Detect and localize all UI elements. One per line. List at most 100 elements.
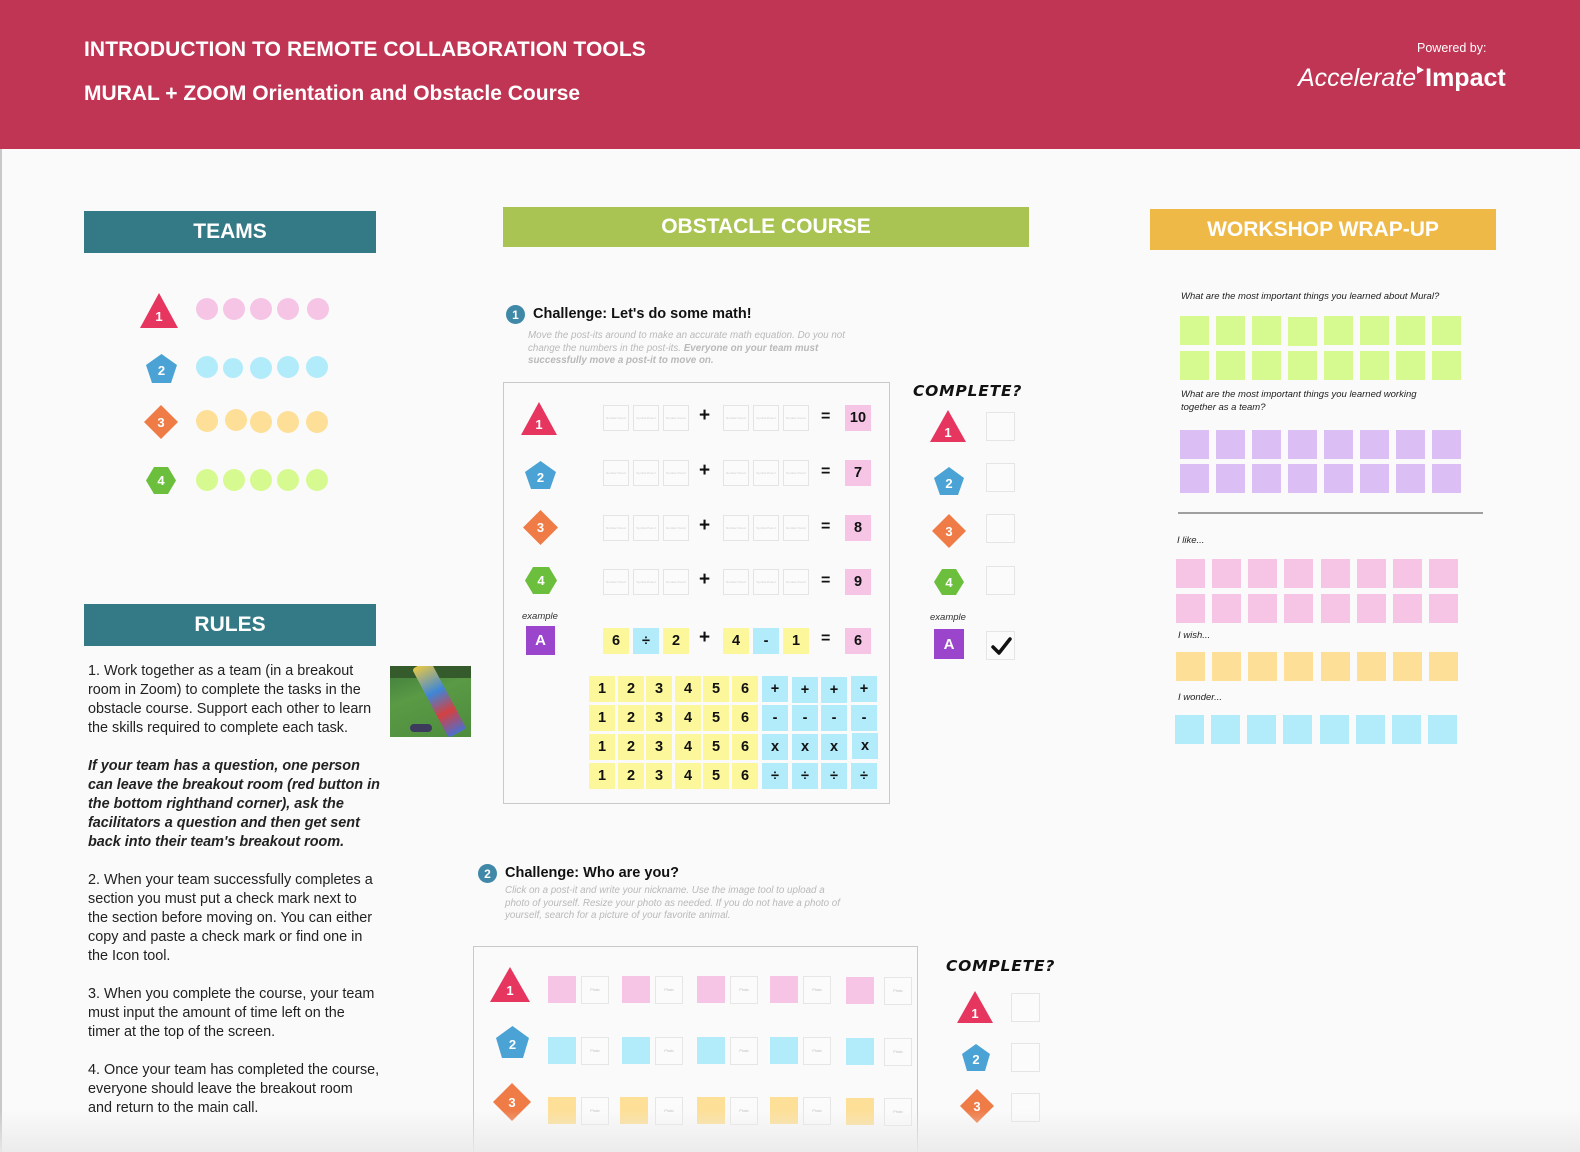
symbol-postit[interactable]: x — [762, 734, 788, 760]
number-postit[interactable]: 6 — [732, 676, 758, 702]
sticky-note[interactable] — [1180, 430, 1209, 459]
photo-placeholder[interactable]: Photo — [730, 1097, 758, 1125]
number-postit-placeholder[interactable]: Number Post-it — [603, 405, 629, 431]
symbol-postit[interactable]: ÷ — [792, 763, 818, 789]
sticky-note[interactable] — [1180, 316, 1209, 345]
photo-placeholder[interactable]: Photo — [803, 976, 831, 1004]
sticky-note[interactable] — [1212, 559, 1241, 588]
team-member-dot[interactable] — [196, 410, 218, 432]
sticky-note[interactable] — [1360, 430, 1389, 459]
number-postit[interactable]: 5 — [703, 763, 729, 789]
symbol-postit[interactable]: + — [821, 677, 847, 703]
sticky-note[interactable] — [1320, 715, 1349, 744]
number-postit[interactable]: 1 — [589, 705, 615, 731]
sticky-note[interactable] — [1284, 652, 1313, 681]
number-postit-placeholder[interactable]: Number Post-it — [723, 460, 749, 486]
challenge-2-title[interactable]: Challenge: Who are you? — [505, 865, 680, 881]
nickname-postit[interactable] — [846, 1098, 874, 1125]
example-postit[interactable]: 1 — [783, 628, 809, 654]
sticky-note[interactable] — [1356, 715, 1385, 744]
sticky-note[interactable] — [1321, 594, 1350, 623]
sticky-note[interactable] — [1324, 464, 1353, 493]
target-value[interactable]: 7 — [845, 460, 871, 486]
number-postit-placeholder[interactable]: Number Post-it — [783, 515, 809, 541]
sticky-note[interactable] — [1396, 464, 1425, 493]
sticky-note[interactable] — [1393, 559, 1422, 588]
sticky-note[interactable] — [1360, 316, 1389, 345]
sticky-note[interactable] — [1393, 594, 1422, 623]
team-member-dot[interactable] — [307, 298, 329, 320]
sticky-note[interactable] — [1248, 559, 1277, 588]
sticky-note[interactable] — [1284, 559, 1313, 588]
photo-placeholder[interactable]: Photo — [884, 1098, 912, 1126]
team-member-dot[interactable] — [277, 411, 299, 433]
symbol-postit[interactable]: - — [821, 705, 847, 731]
team-4-hexagon-icon[interactable]: 4 — [146, 467, 176, 494]
sticky-note[interactable] — [1396, 351, 1425, 380]
number-postit[interactable]: 6 — [732, 734, 758, 760]
photo-placeholder[interactable]: Photo — [803, 1037, 831, 1065]
nickname-postit[interactable] — [697, 1037, 725, 1064]
nickname-postit[interactable] — [620, 1097, 648, 1124]
sticky-note[interactable] — [1216, 430, 1245, 459]
number-postit[interactable]: 6 — [732, 763, 758, 789]
team-2-complete-checkbox[interactable] — [986, 463, 1015, 492]
target-value[interactable]: 9 — [845, 569, 871, 595]
symbol-postit[interactable]: + — [851, 676, 877, 702]
team-3-complete-checkbox[interactable] — [986, 514, 1015, 543]
nickname-postit[interactable] — [548, 1097, 576, 1124]
sticky-note[interactable] — [1432, 430, 1461, 459]
sticky-note[interactable] — [1357, 652, 1386, 681]
nickname-postit[interactable] — [770, 1037, 798, 1064]
number-postit-placeholder[interactable]: Number Post-it — [783, 405, 809, 431]
team-3-complete-checkbox[interactable] — [1011, 1093, 1040, 1122]
symbol-postit-placeholder[interactable]: Symbol Post-it — [633, 460, 659, 486]
rules-text[interactable]: 1. Work together as a team (in a breakou… — [88, 662, 380, 1137]
sticky-note[interactable] — [1360, 351, 1389, 380]
symbol-postit-placeholder[interactable]: Symbol Post-it — [753, 515, 779, 541]
team-member-dot[interactable] — [306, 356, 328, 378]
sticky-note[interactable] — [1180, 351, 1209, 380]
example-postit[interactable]: 4 — [723, 628, 749, 654]
team-member-dot[interactable] — [223, 298, 245, 320]
symbol-postit[interactable]: ÷ — [762, 763, 788, 789]
number-postit[interactable]: 2 — [618, 676, 644, 702]
sticky-note[interactable] — [1216, 464, 1245, 493]
symbol-postit[interactable]: - — [762, 705, 788, 731]
sticky-note[interactable] — [1216, 351, 1245, 380]
team-member-dot[interactable] — [277, 298, 299, 320]
example-result[interactable]: 6 — [845, 628, 871, 654]
team-member-dot[interactable] — [277, 469, 299, 491]
nickname-postit[interactable] — [697, 1097, 725, 1124]
sticky-note[interactable] — [1288, 464, 1317, 493]
photo-placeholder[interactable]: Photo — [803, 1097, 831, 1125]
number-postit[interactable]: 2 — [618, 705, 644, 731]
symbol-postit[interactable]: + — [762, 676, 788, 702]
sticky-note[interactable] — [1248, 652, 1277, 681]
number-postit-placeholder[interactable]: Number Post-it — [783, 460, 809, 486]
sticky-note[interactable] — [1360, 464, 1389, 493]
number-postit-placeholder[interactable]: Number Post-it — [723, 405, 749, 431]
workshop-wrap-up-banner[interactable]: WORKSHOP WRAP-UP — [1150, 209, 1496, 250]
sticky-note[interactable] — [1321, 652, 1350, 681]
example-complete-checkbox[interactable] — [986, 631, 1015, 660]
sticky-note[interactable] — [1357, 594, 1386, 623]
number-postit[interactable]: 2 — [618, 763, 644, 789]
number-postit[interactable]: 4 — [675, 734, 701, 760]
team-member-dot[interactable] — [250, 357, 272, 379]
sticky-note[interactable] — [1432, 316, 1461, 345]
team-2-pentagon-icon[interactable]: 2 — [146, 354, 177, 383]
number-postit-placeholder[interactable]: Number Post-it — [723, 569, 749, 595]
team-member-dot[interactable] — [250, 411, 272, 433]
sticky-note[interactable] — [1288, 317, 1317, 346]
number-postit-placeholder[interactable]: Number Post-it — [663, 515, 689, 541]
sticky-note[interactable] — [1432, 351, 1461, 380]
symbol-postit[interactable]: + — [792, 677, 818, 703]
sticky-note[interactable] — [1288, 351, 1317, 380]
team-3-diamond-icon[interactable]: 3 — [144, 405, 178, 439]
symbol-postit-placeholder[interactable]: Symbol Post-it — [633, 569, 659, 595]
number-postit-placeholder[interactable]: Number Post-it — [663, 460, 689, 486]
sticky-note[interactable] — [1429, 652, 1458, 681]
sticky-note[interactable] — [1176, 559, 1205, 588]
team-1-triangle-icon[interactable]: 1 — [140, 293, 178, 328]
